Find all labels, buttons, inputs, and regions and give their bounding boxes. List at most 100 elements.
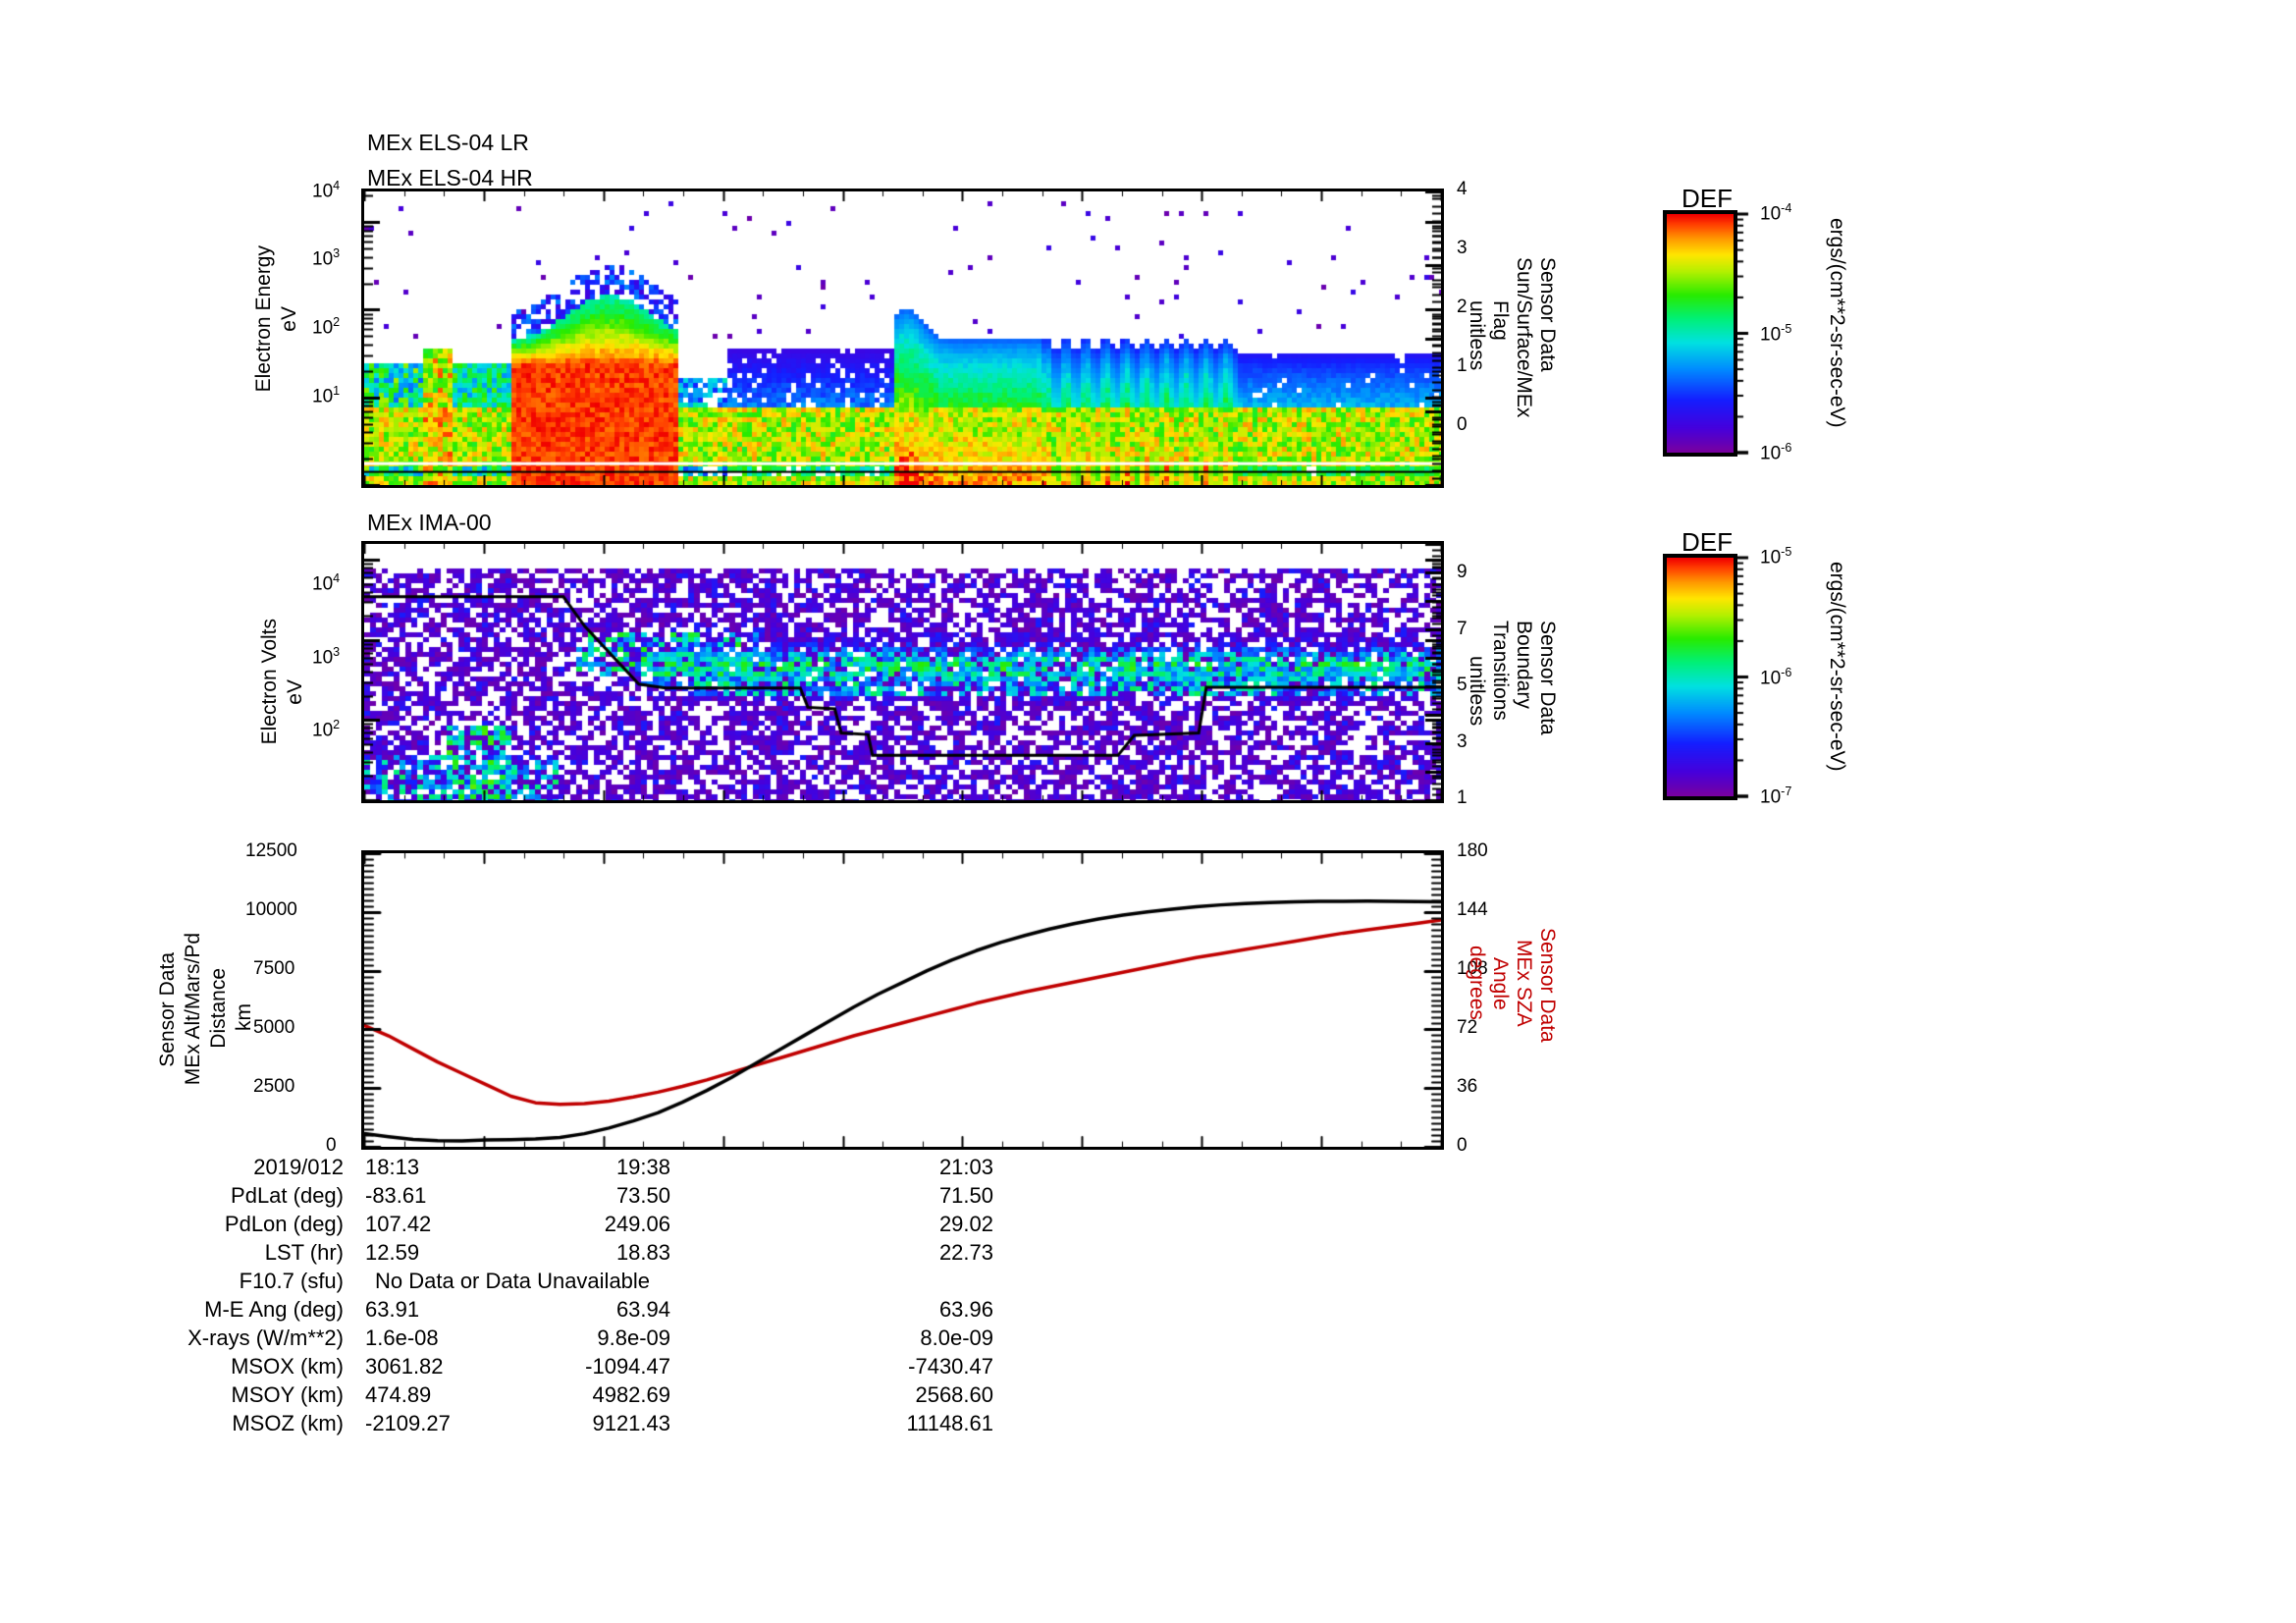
panel2-right-ytick-5: 5	[1457, 675, 1468, 695]
colorbar1-bottom-label: 10-6	[1760, 441, 1792, 464]
table-cell: 18:13	[365, 1155, 420, 1179]
table-cell: 19:38	[615, 1155, 670, 1179]
panel3-ytick-0: 0	[326, 1135, 337, 1156]
panel2-plot-frame[interactable]	[361, 541, 1444, 803]
panel3-plot-frame[interactable]	[361, 850, 1444, 1150]
table-cell: -2109.27	[365, 1411, 451, 1435]
table-cell: 73.50	[615, 1183, 670, 1208]
panel1-right-ytick-1: 1	[1457, 355, 1468, 376]
colorbar1-title: DEF	[1682, 184, 1733, 213]
table-cell: 63.91	[365, 1297, 420, 1322]
table-cell: 18.83	[615, 1240, 670, 1265]
table-cell: 9121.43	[592, 1411, 670, 1435]
panel2-right-label-line3: Transitions	[1489, 621, 1513, 721]
table-cell: 63.94	[615, 1297, 670, 1322]
table-cell: 22.73	[938, 1240, 993, 1265]
table-cell: 249.06	[604, 1212, 670, 1236]
panel3-right-ytick-144: 144	[1457, 899, 1488, 920]
panel3-ytick-12500: 12500	[245, 840, 297, 861]
colorbar2	[1663, 554, 1737, 800]
panel3-right-label-line1: Sensor Data	[1536, 928, 1560, 1043]
table-row-label: LST (hr)	[264, 1240, 344, 1265]
table-cell: 4982.69	[592, 1382, 670, 1407]
table-cell: 12.59	[365, 1240, 420, 1265]
colorbar1-ticks	[1737, 210, 1757, 457]
colorbar2-bottom-label: 10-7	[1760, 784, 1792, 808]
panel3-ytick-7500: 7500	[253, 958, 295, 979]
panel1-right-ytick-0: 0	[1457, 414, 1468, 435]
panel1-plot-frame[interactable]	[361, 189, 1444, 488]
altitude-sza-canvas	[364, 853, 1441, 1147]
table-row-label: MSOX (km)	[231, 1354, 344, 1379]
colorbar2-gradient	[1667, 558, 1734, 796]
panel1-ytick-3: 103	[312, 246, 341, 270]
colorbar1-gradient	[1667, 214, 1734, 453]
panel2-right-label-line2: Boundary	[1513, 621, 1536, 709]
table-cell: 11148.61	[906, 1411, 994, 1435]
panel2-ylabel-line2: eV	[284, 679, 306, 705]
panel3-right-label-line3: Angle	[1489, 957, 1513, 1010]
colorbar2-title: DEF	[1682, 527, 1733, 557]
colorbar1-unit: ergs/(cm**2-sr-sec-eV)	[1826, 218, 1849, 428]
panel1-right-ytick-3: 3	[1457, 238, 1468, 258]
panel2-ytick-4: 104	[312, 571, 341, 595]
panel2-right-ytick-9: 9	[1457, 562, 1468, 582]
panel2-right-ytick-3: 3	[1457, 731, 1468, 752]
table-cell: 1.6e-08	[365, 1325, 439, 1350]
panel3-left-label-line3: Distance	[207, 968, 230, 1049]
colorbar2-top-label: 10-5	[1760, 545, 1792, 568]
table-cell: 9.8e-09	[597, 1325, 670, 1350]
table-cell: No Data or Data Unavailable	[375, 1269, 651, 1293]
colorbar2-mid-label: 10-6	[1760, 666, 1792, 689]
colorbar2-ticks	[1737, 554, 1757, 800]
panel3-right-ytick-180: 180	[1457, 840, 1488, 861]
table-cell: 71.50	[938, 1183, 993, 1208]
panel1-right-ytick-2: 2	[1457, 297, 1468, 317]
table-cell: 2568.60	[915, 1382, 993, 1407]
panel3-left-label-line1: Sensor Data	[156, 952, 179, 1067]
table-row-label: PdLon (deg)	[224, 1212, 344, 1236]
table-cell: 107.42	[365, 1212, 432, 1236]
panel1-ytick-1: 101	[312, 384, 341, 407]
table-row-label: MSOY (km)	[231, 1382, 344, 1407]
els-spectrogram-canvas	[364, 191, 1441, 485]
panel3-left-label-line4: km	[233, 1003, 255, 1031]
panel3-left-label-line2: MEx Alt/Mars/Pd	[182, 933, 204, 1086]
colorbar1	[1663, 210, 1737, 457]
panel1-ytick-4: 104	[312, 179, 341, 202]
panel1-title-hr: MEx ELS-04 HR	[367, 165, 533, 190]
panel1-title-lr: MEx ELS-04 LR	[367, 130, 529, 155]
panel3-right-ytick-108: 108	[1457, 958, 1488, 979]
table-row-label: M-E Ang (deg)	[204, 1297, 344, 1322]
panel1-right-label-line4: unitless	[1466, 300, 1489, 371]
table-row-label: MSOZ (km)	[232, 1411, 344, 1435]
table-cell: 29.02	[938, 1212, 993, 1236]
panel1-ylabel-line2: eV	[278, 306, 300, 332]
panel2-ylabel-line1: Electron Volts	[258, 619, 281, 745]
panel3-right-ytick-72: 72	[1457, 1017, 1478, 1038]
panel1-ytick-2: 102	[312, 315, 341, 339]
panel3-right-ytick-36: 36	[1457, 1076, 1478, 1097]
table-cell: -7430.47	[908, 1354, 993, 1379]
panel2-ytick-2: 102	[312, 718, 341, 741]
panel1-right-label-line1: Sensor Data	[1536, 257, 1560, 372]
panel2-ytick-3: 103	[312, 645, 341, 669]
table-cell: 63.96	[938, 1297, 993, 1322]
table-cell: 474.89	[365, 1382, 432, 1407]
panel1-right-label-line3: Flag	[1489, 300, 1513, 341]
ima-spectrogram-canvas	[364, 544, 1441, 800]
panel3-right-label-line4: degrees	[1466, 946, 1489, 1020]
colorbar2-unit: ergs/(cm**2-sr-sec-eV)	[1826, 562, 1849, 772]
panel3-right-label-line2: MEx SZA	[1513, 940, 1536, 1027]
panel3-ytick-10000: 10000	[245, 899, 297, 920]
colorbar1-mid-label: 10-5	[1760, 322, 1792, 346]
panel3-right-ytick-0: 0	[1457, 1135, 1468, 1156]
table-cell: 8.0e-09	[920, 1325, 993, 1350]
table-cell: -1094.47	[585, 1354, 670, 1379]
table-cell: -83.61	[365, 1183, 427, 1208]
panel1-right-label-line2: Sun/Surface/MEx	[1513, 257, 1536, 418]
panel2-right-ytick-7: 7	[1457, 619, 1468, 639]
table-row-label: PdLat (deg)	[231, 1183, 344, 1208]
panel2-right-label-line1: Sensor Data	[1536, 621, 1560, 735]
panel3-ytick-2500: 2500	[253, 1076, 295, 1097]
